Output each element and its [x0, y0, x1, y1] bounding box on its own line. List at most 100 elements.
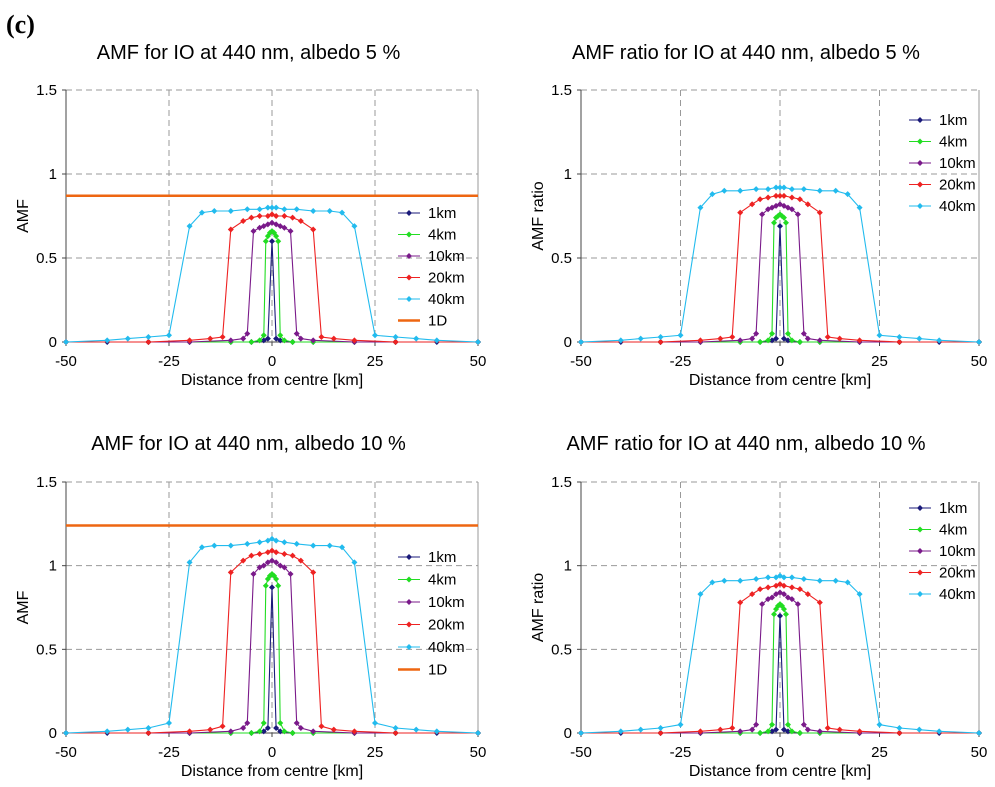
data-point-40km: [281, 206, 288, 213]
chart-plot: 0 0.5 1 1.5 -50 -25 0 25 50 Distance from centre …: [530, 82, 987, 389]
x-tick-label: 0: [776, 744, 784, 761]
data-point-10km: [227, 337, 234, 344]
data-point-40km: [832, 577, 839, 584]
data-point-40km: [876, 721, 883, 728]
chart-plot: 0 0.5 1 1.5 -50 -25 0 25 50 Distance from centre …: [15, 82, 486, 389]
data-point-20km: [717, 335, 724, 342]
legend-label: 10km: [939, 543, 976, 560]
data-point-20km: [824, 724, 831, 731]
data-point-20km: [796, 586, 803, 593]
x-tick-label: -25: [158, 353, 180, 370]
data-point-10km: [240, 724, 247, 731]
data-point-4km: [780, 214, 787, 221]
data-point-40km: [856, 591, 863, 598]
data-point-4km: [769, 721, 776, 728]
legend-marker: [406, 253, 412, 259]
data-point-40km: [273, 537, 280, 544]
chart-title: AMF ratio for IO at 440 nm, albedo 5 %: [572, 42, 920, 64]
legend-label: 4km: [428, 227, 456, 244]
data-point-4km: [281, 337, 288, 344]
data-point-40km: [211, 207, 218, 214]
data-point-10km: [753, 721, 760, 728]
data-point-10km: [240, 335, 247, 342]
chart-amf-albedo-10: AMF for IO at 440 nm, albedo 10 % 0 0.5 1 1…: [0, 427, 497, 787]
data-point-20km: [804, 201, 811, 208]
data-point-20km: [896, 730, 903, 736]
data-point-10km: [816, 728, 823, 735]
data-point-40km: [264, 204, 271, 211]
data-point-40km: [637, 335, 644, 342]
data-point-1km: [277, 337, 284, 344]
data-point-40km: [104, 337, 111, 344]
data-point-40km: [709, 191, 716, 198]
data-point-20km: [392, 730, 399, 736]
data-point-4km: [262, 582, 269, 589]
data-point-10km: [227, 728, 234, 735]
data-point-20km: [757, 196, 764, 203]
data-point-10km: [244, 330, 251, 337]
data-point-1km: [264, 335, 271, 342]
panel-label: (c): [6, 10, 35, 39]
data-point-40km: [124, 726, 131, 733]
data-point-4km: [784, 330, 791, 337]
data-point-40km: [578, 339, 584, 345]
data-point-20km: [248, 214, 255, 221]
x-tick-label: -50: [55, 353, 77, 370]
data-point-20km: [318, 333, 325, 340]
data-point-20km: [289, 552, 296, 559]
data-point-40km: [227, 207, 234, 214]
y-tick-label: 1: [564, 558, 572, 575]
data-point-1km: [784, 728, 791, 735]
data-point-20km: [186, 728, 193, 735]
data-point-1km: [264, 724, 271, 731]
data-point-20km: [816, 209, 823, 216]
data-point-40km: [780, 574, 787, 581]
data-point-40km: [721, 187, 728, 194]
data-point-4km: [773, 606, 780, 613]
data-point-10km: [749, 335, 756, 342]
data-point-20km: [788, 194, 795, 201]
data-point-40km: [264, 537, 271, 544]
legend-label: 1km: [939, 112, 967, 129]
data-point-1km: [269, 584, 275, 591]
legend-label: 1km: [939, 500, 967, 517]
data-point-40km: [244, 206, 251, 213]
data-point-40km: [145, 724, 152, 731]
legend-marker: [917, 160, 923, 166]
data-point-10km: [281, 564, 288, 571]
y-axis-label: AMF: [15, 199, 32, 233]
legend-label: 40km: [428, 291, 465, 308]
data-point-10km: [794, 601, 801, 608]
data-point-40km: [617, 728, 624, 735]
data-point-40km: [697, 204, 704, 211]
data-point-4km: [256, 728, 263, 735]
data-point-4km: [782, 611, 789, 618]
data-point-40km: [753, 576, 760, 583]
data-point-20km: [729, 333, 736, 340]
data-point-4km: [273, 233, 280, 240]
data-point-40km: [637, 726, 644, 733]
legend-marker: [917, 526, 923, 533]
data-point-40km: [269, 204, 275, 211]
data-point-40km: [876, 332, 883, 339]
data-point-20km: [269, 547, 275, 554]
data-point-20km: [780, 192, 787, 199]
legend-label: 10km: [939, 155, 976, 172]
x-axis-label: Distance from centre [km]: [181, 763, 363, 780]
legend-label: 4km: [939, 134, 967, 151]
data-point-10km: [277, 562, 284, 569]
data-point-20km: [227, 569, 234, 576]
y-tick-label: 0.5: [551, 250, 572, 267]
data-point-10km: [281, 224, 288, 231]
data-point-40km: [832, 187, 839, 194]
data-point-10km: [804, 335, 811, 342]
data-point-10km: [800, 721, 807, 728]
chart-amf-ratio-albedo-5: AMF ratio for IO at 440 nm, albedo 5 % 0…: [497, 36, 995, 400]
x-tick-label: 50: [971, 744, 988, 761]
data-point-40km: [326, 207, 333, 214]
data-point-4km: [248, 730, 255, 736]
data-point-20km: [310, 569, 317, 576]
data-point-40km: [844, 579, 851, 586]
data-point-4km: [277, 719, 284, 726]
data-point-20km: [219, 723, 226, 730]
